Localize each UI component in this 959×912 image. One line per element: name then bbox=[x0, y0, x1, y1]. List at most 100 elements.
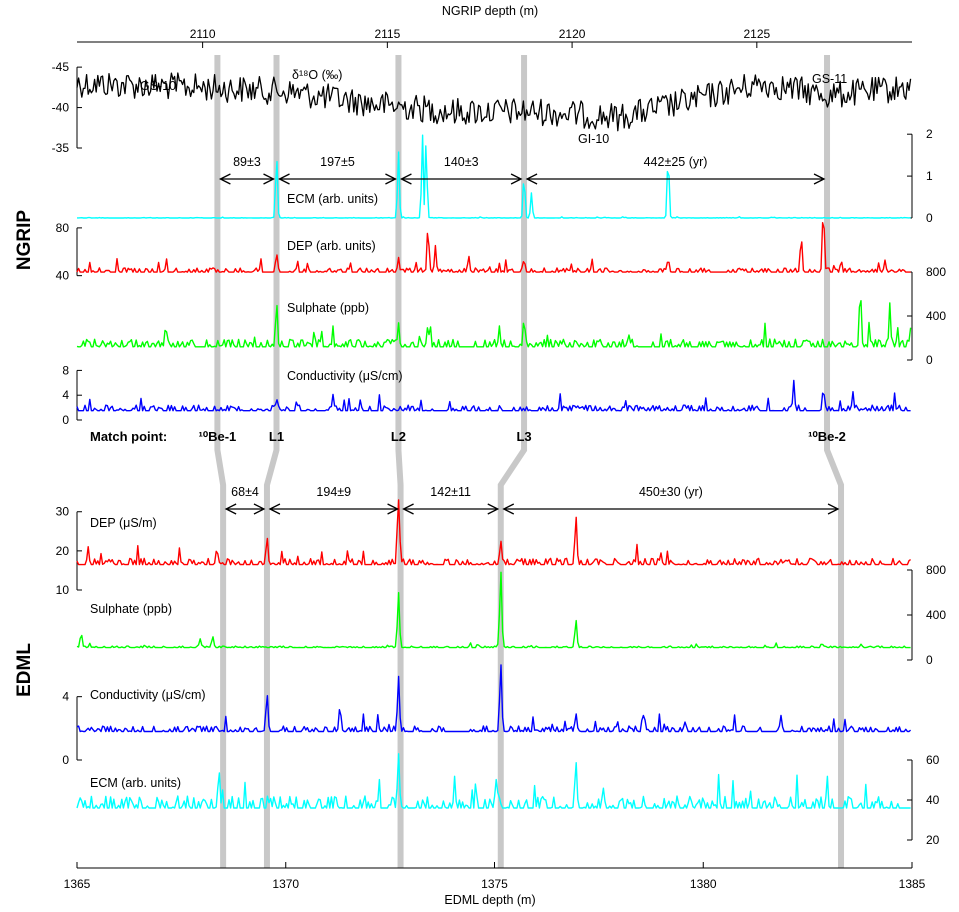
bottom-tick-label-2: 1375 bbox=[481, 877, 508, 891]
ngrip-interval-2: 140±3 bbox=[399, 155, 523, 185]
ngrip-series-line-3 bbox=[76, 300, 912, 348]
edml-series-line-0 bbox=[76, 499, 911, 566]
climate-label-gs10: GS-10 bbox=[140, 79, 176, 93]
series-lines bbox=[76, 72, 912, 809]
y-axes: -35-40-450124080040080004810203004008000… bbox=[52, 60, 947, 847]
bottom-axis-ticks: 1365 1370 1375 1380 1385 bbox=[64, 862, 926, 891]
ngrip-interval-label-3: 442±25 (yr) bbox=[644, 155, 708, 169]
ngrip-ytick-label-3-1: 400 bbox=[926, 309, 946, 323]
edml-interval-arrowhead-left-0 bbox=[224, 503, 237, 515]
top-tick-label-2: 2120 bbox=[559, 27, 586, 41]
match-band-0 bbox=[214, 55, 227, 868]
ngrip-ytick-label-2-0: 40 bbox=[56, 269, 70, 283]
edml-interval-label-1: 194±9 bbox=[316, 485, 351, 499]
series-label-edml-ecm: ECM (arb. units) bbox=[90, 776, 181, 790]
ngrip-interval-1: 197±5 bbox=[278, 155, 397, 185]
match-point-label-0: ¹⁰Be-1 bbox=[199, 429, 237, 444]
match-point-label-2: L2 bbox=[391, 429, 406, 444]
edml-series-line-2 bbox=[76, 664, 912, 733]
edml-interval-2: 142±11 bbox=[402, 485, 500, 515]
ngrip-series-line-2 bbox=[76, 222, 911, 273]
climate-label-gs11: GS-11 bbox=[812, 72, 847, 86]
top-tick-label-1: 2115 bbox=[374, 27, 400, 41]
interval-arrows: 89±3 197±5 140±3 442±25 (yr) 68±4 194±9 142±11… bbox=[218, 155, 840, 515]
top-tick-label-0: 2110 bbox=[190, 27, 216, 41]
ngrip-interval-arrowhead-right-2 bbox=[510, 173, 523, 185]
edml-ytick-label-1-2: 800 bbox=[926, 563, 946, 577]
ngrip-interval-arrowhead-left-1 bbox=[278, 173, 290, 185]
ngrip-interval-3: 442±25 (yr) bbox=[525, 155, 826, 185]
ngrip-interval-arrowhead-left-2 bbox=[399, 173, 412, 185]
ngrip-ytick-label-3-2: 800 bbox=[926, 265, 946, 279]
match-band-1 bbox=[263, 55, 280, 868]
match-point-bands bbox=[214, 55, 845, 868]
ngrip-interval-arrowhead-left-0 bbox=[218, 173, 231, 185]
series-label-d18o: δ¹⁸O (‰) bbox=[292, 68, 342, 82]
bottom-tick-label-3: 1380 bbox=[690, 877, 717, 891]
series-label-edml-dep: DEP (μS/m) bbox=[90, 516, 157, 530]
ngrip-ytick-label-4-1: 4 bbox=[62, 388, 69, 402]
series-label-ngrip-sulphate: Sulphate (ppb) bbox=[287, 301, 369, 315]
edml-series-line-1 bbox=[76, 571, 911, 649]
edml-interval-3: 450±30 (yr) bbox=[502, 485, 840, 515]
climate-label-gi10: GI-10 bbox=[578, 132, 609, 146]
edml-ytick-label-2-0: 0 bbox=[62, 753, 69, 767]
bottom-tick-label-1: 1370 bbox=[272, 877, 299, 891]
edml-ytick-label-1-1: 400 bbox=[926, 608, 946, 622]
ngrip-interval-label-1: 197±5 bbox=[320, 155, 355, 169]
ngrip-interval-arrowhead-right-0 bbox=[263, 173, 275, 185]
edml-ytick-label-3-2: 60 bbox=[926, 753, 940, 767]
ngrip-ytick-label-2-1: 80 bbox=[56, 221, 70, 235]
ngrip-ytick-label-1-0: 0 bbox=[926, 211, 933, 225]
edml-interval-arrowhead-right-2 bbox=[487, 503, 500, 515]
match-point-label-1: L1 bbox=[269, 429, 284, 444]
ngrip-interval-0: 89±3 bbox=[218, 155, 275, 185]
ngrip-series-line-1 bbox=[77, 134, 911, 219]
top-axis-label: NGRIP depth (m) bbox=[442, 4, 538, 18]
match-point-labels: ¹⁰Be-1 L1 L2 L3 ¹⁰Be-2 bbox=[199, 429, 846, 444]
match-point-title: Match point: bbox=[90, 429, 167, 444]
edml-ytick-label-1-0: 0 bbox=[926, 653, 933, 667]
edml-interval-arrowhead-left-1 bbox=[268, 503, 281, 515]
bottom-axis-label: EDML depth (m) bbox=[444, 893, 535, 907]
ngrip-ytick-label-0-0: -35 bbox=[52, 141, 70, 155]
ngrip-interval-arrowhead-right-3 bbox=[813, 173, 826, 185]
series-label-edml-sulphate: Sulphate (ppb) bbox=[90, 602, 172, 616]
edml-interval-arrowhead-right-3 bbox=[827, 503, 840, 515]
edml-interval-1: 194±9 bbox=[268, 485, 400, 515]
ngrip-ytick-label-1-1: 1 bbox=[926, 169, 933, 183]
series-label-ngrip-conductivity: Conductivity (μS/cm) bbox=[287, 369, 403, 383]
edml-ytick-label-0-2: 30 bbox=[56, 505, 70, 519]
ngrip-series-line-0 bbox=[76, 72, 912, 132]
edml-ytick-label-0-1: 20 bbox=[56, 544, 70, 558]
edml-ytick-label-2-1: 4 bbox=[62, 690, 69, 704]
match-band-3 bbox=[497, 55, 528, 868]
top-axis-ticks: 2110 2115 2120 2125 bbox=[190, 27, 770, 48]
edml-ytick-label-3-0: 20 bbox=[926, 833, 940, 847]
edml-interval-arrowhead-left-2 bbox=[402, 503, 414, 515]
series-label-ngrip-dep: DEP (arb. units) bbox=[287, 239, 376, 253]
ngrip-interval-label-2: 140±3 bbox=[444, 155, 479, 169]
edml-interval-arrowhead-right-1 bbox=[387, 503, 400, 515]
ngrip-interval-arrowhead-left-3 bbox=[525, 173, 538, 185]
ngrip-series-line-4 bbox=[76, 379, 911, 412]
ngrip-ytick-label-4-2: 8 bbox=[62, 363, 69, 377]
match-point-label-3: L3 bbox=[516, 429, 531, 444]
bottom-tick-label-0: 1365 bbox=[64, 877, 91, 891]
edml-series-line-3 bbox=[76, 753, 911, 809]
edml-interval-label-2: 142±11 bbox=[430, 485, 471, 499]
ngrip-ytick-label-3-0: 0 bbox=[926, 353, 933, 367]
match-band-2 bbox=[395, 55, 404, 868]
match-point-label-4: ¹⁰Be-2 bbox=[808, 429, 846, 444]
series-label-ngrip-ecm: ECM (arb. units) bbox=[287, 192, 378, 206]
series-label-edml-conductivity: Conductivity (μS/cm) bbox=[90, 688, 206, 702]
edml-interval-arrowhead-right-0 bbox=[253, 503, 266, 515]
ngrip-ytick-label-1-2: 2 bbox=[926, 127, 933, 141]
edml-ytick-label-3-1: 40 bbox=[926, 793, 940, 807]
match-band-4 bbox=[824, 55, 845, 868]
ngrip-ytick-label-0-2: -45 bbox=[52, 60, 70, 74]
ngrip-ytick-label-0-1: -40 bbox=[52, 101, 70, 115]
top-tick-label-3: 2125 bbox=[743, 27, 770, 41]
ngrip-interval-label-0: 89±3 bbox=[233, 155, 261, 169]
